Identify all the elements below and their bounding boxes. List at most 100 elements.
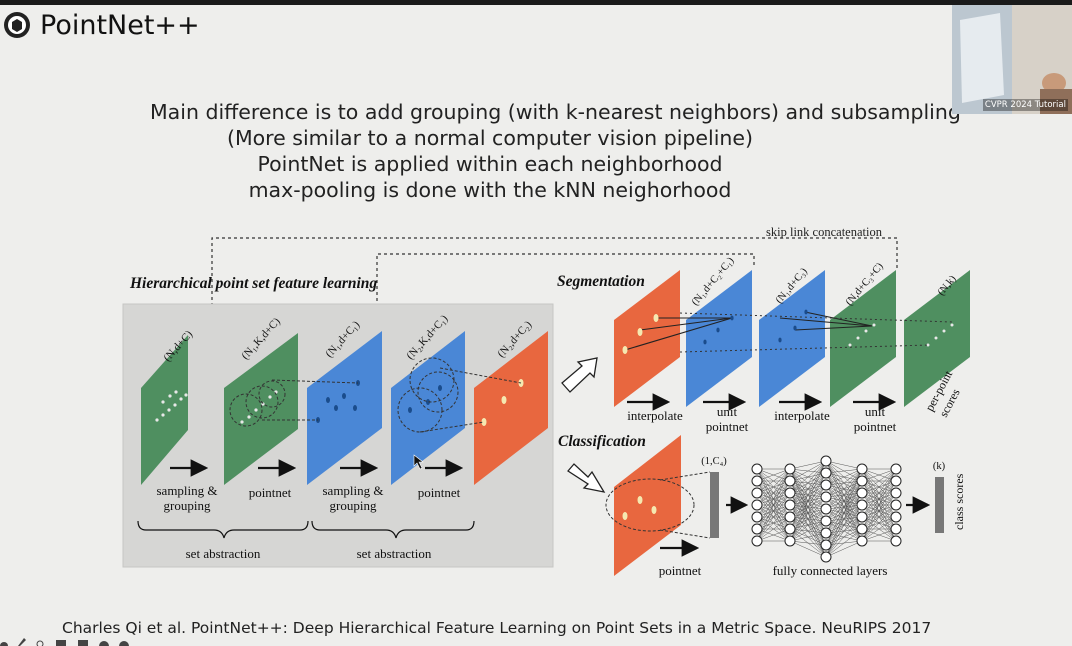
fc-edge bbox=[756, 468, 791, 494]
cls-plane-orange bbox=[614, 435, 681, 576]
seg-dots bbox=[622, 309, 954, 354]
fc-neuron bbox=[856, 499, 868, 511]
fc-edge bbox=[789, 472, 827, 542]
next-icon[interactable] bbox=[119, 641, 129, 646]
fc-edge bbox=[825, 460, 863, 470]
fc-edge bbox=[861, 468, 897, 482]
fc-neuron bbox=[856, 463, 868, 475]
seg-plane-green-1 bbox=[830, 270, 896, 407]
seg-dotted-guides bbox=[679, 312, 953, 353]
fc-edge bbox=[861, 468, 897, 518]
fc-edge bbox=[789, 540, 827, 558]
fc-edge bbox=[861, 492, 897, 542]
fc-edge bbox=[789, 460, 827, 494]
cls-vector-label: (1,C₄) bbox=[701, 456, 727, 467]
seg-label-pointnet-2: pointnet bbox=[854, 419, 897, 434]
fc-edge bbox=[789, 460, 827, 518]
camera-icon[interactable] bbox=[78, 640, 88, 646]
seg-label-unit-2: unit bbox=[865, 404, 886, 419]
cls-global-feature-bar bbox=[710, 472, 719, 538]
step-label-pointnet-2: pointnet bbox=[418, 485, 461, 500]
set-abstraction-label-1: set abstraction bbox=[186, 546, 261, 561]
cls-pool-lines bbox=[659, 471, 711, 539]
fc-neuron bbox=[820, 455, 832, 467]
prev-icon[interactable] bbox=[0, 642, 8, 646]
fc-neuron bbox=[784, 499, 796, 511]
fc-edge bbox=[756, 468, 791, 518]
fc-edge bbox=[825, 516, 863, 558]
seg-label-interpolate-1: interpolate bbox=[627, 408, 683, 423]
fc-edge bbox=[756, 528, 791, 542]
cls-dots bbox=[622, 496, 657, 520]
fc-edge bbox=[789, 508, 827, 542]
fc-edge bbox=[861, 504, 897, 542]
fc-edge bbox=[789, 532, 827, 542]
fc-edge bbox=[861, 528, 897, 542]
fc-edge bbox=[825, 468, 863, 558]
cls-k-label: (k) bbox=[933, 461, 946, 472]
fc-neuron bbox=[856, 523, 868, 535]
fc-neuron bbox=[820, 551, 832, 563]
set-abstraction-label-2: set abstraction bbox=[357, 546, 432, 561]
fc-neuron bbox=[856, 475, 868, 487]
fc-edge bbox=[789, 460, 827, 530]
fc-edge bbox=[756, 468, 791, 506]
fc-edge bbox=[861, 480, 897, 542]
fc-edge bbox=[789, 520, 827, 542]
hierarchical-title: Hierarchical point set feature learning bbox=[129, 275, 377, 292]
skip-link-connections bbox=[211, 237, 898, 336]
fc-neuron bbox=[820, 539, 832, 551]
fc-edge bbox=[825, 468, 863, 510]
fc-neuron bbox=[856, 535, 868, 547]
fc-neuron bbox=[890, 511, 902, 523]
fc-edge bbox=[789, 460, 827, 482]
slide-title: PointNet++ bbox=[40, 10, 200, 41]
fc-edge bbox=[756, 504, 791, 542]
fc-neuron bbox=[751, 535, 763, 547]
fc-neuron bbox=[820, 479, 832, 491]
fc-edge bbox=[789, 460, 827, 470]
cls-class-scores-label: class scores bbox=[952, 473, 966, 530]
plane-features-2 bbox=[474, 331, 548, 485]
cls-pooling-ellipse bbox=[605, 478, 695, 532]
fc-edge bbox=[825, 468, 863, 486]
fc-neuron bbox=[890, 487, 902, 499]
segmentation-title: Segmentation bbox=[557, 273, 645, 290]
presenter-controls bbox=[0, 638, 129, 646]
fc-edge bbox=[756, 492, 791, 542]
step-label-pointnet-1: pointnet bbox=[249, 485, 292, 500]
fc-neuron bbox=[820, 527, 832, 539]
bullet-list: Main difference is to add grouping (with… bbox=[150, 99, 961, 203]
fc-neuron bbox=[820, 515, 832, 527]
cls-label-fc: fully connected layers bbox=[773, 563, 888, 578]
fc-edge bbox=[861, 468, 897, 494]
grid-icon[interactable] bbox=[56, 640, 66, 646]
classification-title: Classification bbox=[558, 433, 646, 450]
pen-icon[interactable] bbox=[18, 638, 26, 646]
fc-neuron bbox=[856, 487, 868, 499]
zoom-icon[interactable] bbox=[36, 640, 44, 646]
grouping-circles bbox=[229, 357, 522, 433]
fc-edge bbox=[825, 480, 863, 558]
fc-edge bbox=[825, 492, 863, 558]
fc-edge bbox=[825, 468, 863, 534]
webcam-label: CVPR 2024 Tutorial bbox=[982, 99, 1068, 111]
seg-label-pointnet-1: pointnet bbox=[706, 419, 749, 434]
fc-neuron bbox=[890, 499, 902, 511]
bullet-line: Main difference is to add grouping (with… bbox=[150, 100, 961, 124]
fc-neuron bbox=[856, 511, 868, 523]
fc-neuron bbox=[890, 463, 902, 475]
fc-edge bbox=[789, 460, 827, 542]
branch-arrow-classification bbox=[567, 463, 606, 493]
cls-score-bar bbox=[935, 477, 944, 533]
more-icon[interactable] bbox=[99, 641, 109, 646]
point-dots bbox=[155, 390, 278, 424]
step-label-sampling-2: sampling & bbox=[322, 483, 383, 498]
bullet-line: (More similar to a normal computer visio… bbox=[226, 126, 754, 150]
fc-neuron bbox=[784, 523, 796, 535]
fc-neuron bbox=[784, 511, 796, 523]
fc-edge bbox=[861, 468, 897, 506]
skip-link-label: skip link concatenation bbox=[766, 225, 883, 239]
fc-neuron bbox=[820, 503, 832, 515]
